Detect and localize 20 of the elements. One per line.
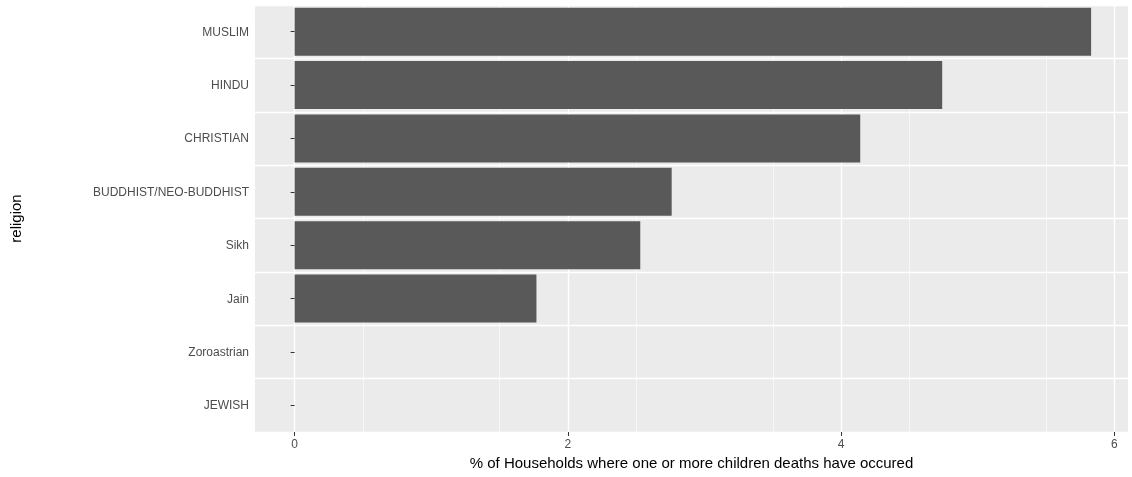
y-tick-label: JEWISH: [203, 398, 249, 413]
y-tick-label: CHRISTIAN: [184, 131, 249, 146]
bar: [294, 114, 861, 163]
x-tick-label: 0: [291, 437, 299, 451]
y-tick-label: Zoroastrian: [188, 344, 249, 359]
bar: [294, 7, 1092, 56]
y-tick-label: Sikh: [225, 238, 249, 253]
y-tick-label: BUDDHIST/NEO-BUDDHIST: [92, 184, 250, 199]
x-tick-label: 6: [1110, 437, 1118, 451]
bar: [294, 61, 943, 110]
x-tick-label: 4: [837, 437, 845, 451]
y-tick-label: Jain: [226, 291, 249, 306]
y-tick-label: MUSLIM: [202, 24, 249, 39]
bar: [294, 221, 641, 270]
bar: [294, 274, 537, 323]
y-tick-label: HINDU: [211, 78, 249, 93]
x-tick-label: 2: [564, 437, 572, 451]
x-axis-title: % of Households where one or more children deaths have occured: [469, 453, 914, 471]
bar: [294, 167, 672, 216]
y-axis-title: religion: [7, 194, 24, 243]
